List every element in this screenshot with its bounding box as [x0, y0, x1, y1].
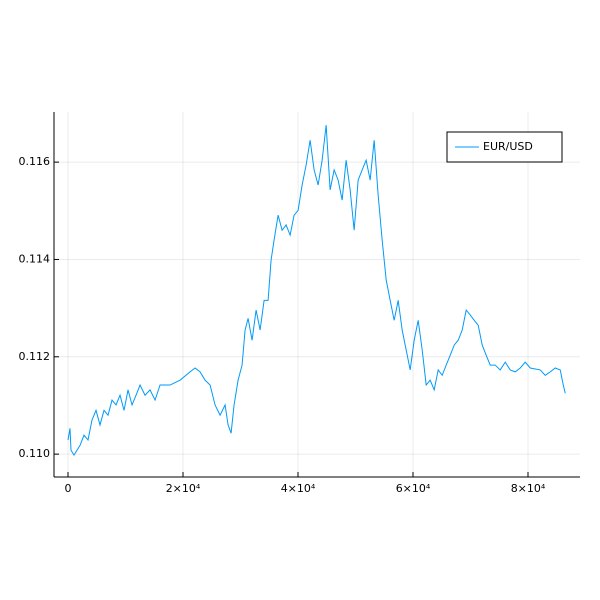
x-tick-label: 6×10⁴ [396, 482, 431, 495]
x-tick-label: 0 [65, 482, 72, 495]
legend-label: EUR/USD [483, 140, 533, 153]
y-tick-label: 0.114 [19, 252, 51, 265]
x-tick-label: 4×10⁴ [281, 482, 316, 495]
y-tick-label: 0.116 [19, 155, 51, 168]
x-tick-label: 8×10⁴ [511, 482, 546, 495]
y-tick-label: 0.112 [19, 350, 51, 363]
y-tick-label: 0.110 [19, 447, 51, 460]
series-line [67, 125, 566, 457]
x-tick-label: 2×10⁴ [166, 482, 201, 495]
